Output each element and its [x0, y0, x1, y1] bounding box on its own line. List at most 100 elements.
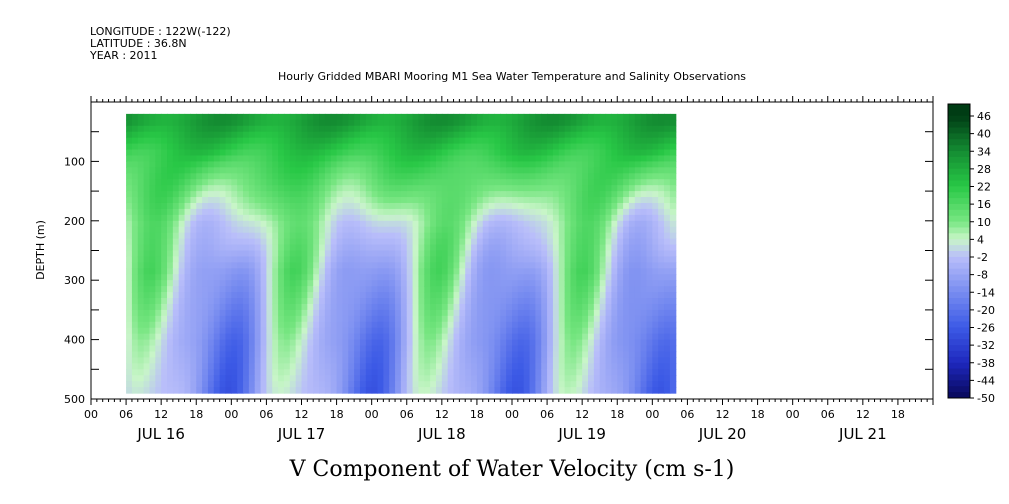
- heatmap-cell: [161, 321, 168, 329]
- heatmap-cell: [576, 351, 583, 359]
- heatmap-cell: [412, 309, 420, 317]
- heatmap-cell: [465, 268, 472, 275]
- heatmap-cell: [482, 214, 490, 222]
- heatmap-cell: [319, 375, 326, 382]
- heatmap-cell: [593, 113, 601, 121]
- heatmap-cell: [167, 303, 174, 311]
- heatmap-cell: [307, 309, 314, 317]
- heatmap-cell: [471, 185, 478, 192]
- heatmap-cell: [172, 214, 180, 222]
- heatmap-cell: [424, 363, 431, 370]
- heatmap-cell: [178, 197, 186, 204]
- heatmap-cell: [488, 286, 496, 293]
- heatmap-cell: [471, 137, 478, 145]
- heatmap-cell: [634, 125, 642, 133]
- heatmap-cell: [167, 226, 174, 234]
- heatmap-cell: [506, 137, 513, 145]
- heatmap-cell: [342, 339, 349, 347]
- heatmap-cell: [482, 381, 490, 388]
- heatmap-cell: [482, 292, 490, 299]
- heatmap-cell: [330, 351, 338, 359]
- heatmap-cell: [500, 268, 507, 275]
- heatmap-cell: [178, 321, 186, 329]
- heatmap-cell: [547, 280, 554, 287]
- heatmap-cell: [260, 327, 268, 335]
- heatmap-cell: [371, 250, 379, 258]
- heatmap-cell: [389, 375, 396, 382]
- heatmap-cell: [178, 339, 186, 347]
- heatmap-cell: [283, 345, 291, 353]
- heatmap-cell: [172, 274, 180, 281]
- heatmap-cell: [471, 280, 478, 287]
- heatmap-cell: [202, 327, 209, 335]
- heatmap-cell: [605, 113, 613, 121]
- heatmap-cell: [324, 381, 332, 388]
- heatmap-cell: [406, 173, 414, 180]
- heatmap-cell: [541, 191, 548, 198]
- heatmap-cell: [623, 309, 630, 317]
- heatmap-cell: [523, 137, 531, 145]
- heatmap-cell: [289, 161, 297, 168]
- heatmap-cell: [476, 191, 484, 198]
- heatmap-cell: [254, 280, 262, 287]
- colorbar-label: -14: [977, 286, 995, 299]
- heatmap-cell: [669, 286, 677, 293]
- heatmap-cell: [664, 274, 671, 281]
- heatmap-cell: [617, 131, 624, 139]
- heatmap-cell: [453, 238, 460, 246]
- heatmap-cell: [289, 315, 297, 323]
- heatmap-cell: [599, 357, 607, 364]
- heatmap-cell: [126, 387, 133, 394]
- heatmap-cell: [447, 375, 455, 382]
- heatmap-cell: [149, 363, 156, 370]
- heatmap-cell: [453, 321, 460, 329]
- heatmap-cell: [336, 369, 344, 376]
- heatmap-cell: [640, 345, 648, 353]
- heatmap-cell: [441, 375, 449, 382]
- heatmap-cell: [213, 232, 221, 240]
- heatmap-cell: [658, 298, 665, 305]
- heatmap-cell: [459, 309, 466, 317]
- heatmap-cell: [669, 208, 677, 216]
- heatmap-cell: [459, 303, 466, 311]
- heatmap-cell: [623, 339, 630, 347]
- heatmap-cell: [237, 381, 244, 388]
- heatmap-cell: [319, 214, 326, 222]
- heatmap-cell: [143, 327, 151, 335]
- heatmap-cell: [558, 137, 566, 145]
- heatmap-cell: [389, 381, 396, 388]
- heatmap-cell: [570, 149, 577, 157]
- heatmap-cell: [184, 250, 192, 258]
- heatmap-cell: [377, 179, 384, 186]
- heatmap-cell: [131, 125, 139, 133]
- heatmap-cell: [248, 173, 256, 180]
- heatmap-cell: [389, 250, 396, 258]
- heatmap-cell: [400, 232, 408, 240]
- heatmap-cell: [395, 381, 402, 388]
- heatmap-cell: [289, 191, 297, 198]
- heatmap-cell: [523, 345, 531, 353]
- heatmap-cell: [196, 351, 203, 359]
- colorbar-swatch: [948, 356, 970, 364]
- heatmap-cell: [412, 238, 420, 246]
- heatmap-cell: [430, 387, 437, 394]
- heatmap-cell: [669, 179, 677, 186]
- heatmap-cell: [301, 357, 308, 364]
- heatmap-cell: [476, 208, 484, 216]
- heatmap-cell: [295, 286, 303, 293]
- heatmap-cell: [131, 369, 139, 376]
- heatmap-cell: [523, 286, 531, 293]
- heatmap-cell: [441, 161, 449, 168]
- heatmap-cell: [231, 137, 238, 145]
- heatmap-cell: [535, 333, 542, 341]
- heatmap-cell: [564, 268, 572, 275]
- colorbar-swatch: [948, 280, 970, 287]
- heatmap-cell: [646, 309, 653, 317]
- heatmap-cell: [412, 226, 420, 234]
- heatmap-cell: [243, 167, 250, 174]
- heatmap-cell: [348, 125, 355, 133]
- heatmap-cell: [383, 327, 390, 335]
- heatmap-cell: [348, 387, 355, 394]
- heatmap-cell: [278, 351, 285, 359]
- heatmap-cell: [301, 131, 308, 139]
